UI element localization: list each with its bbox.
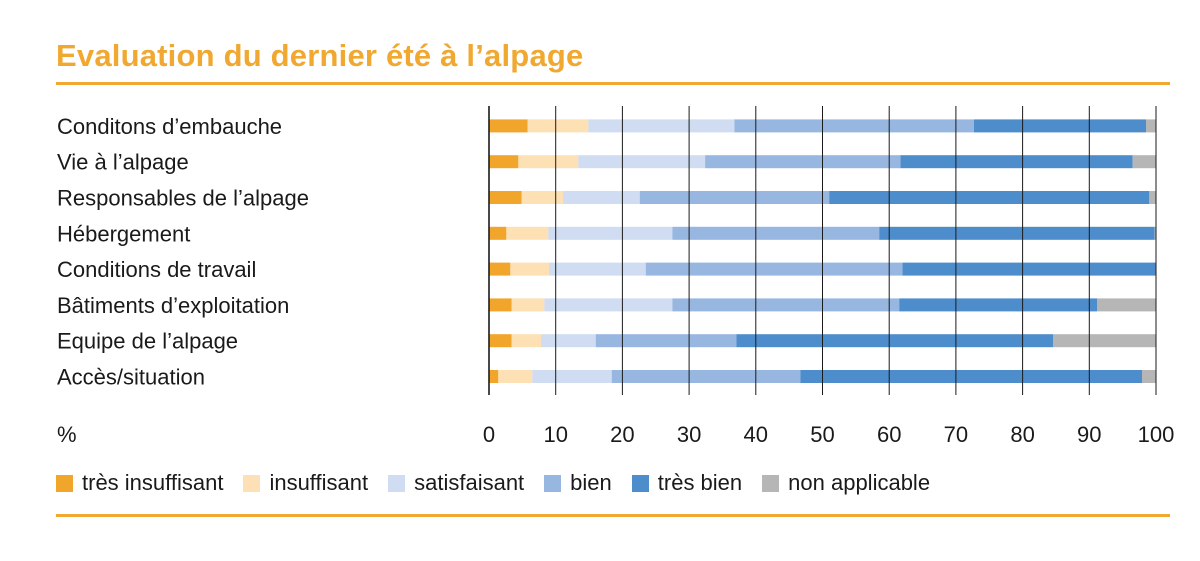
- bar-segment: [1053, 334, 1156, 348]
- legend-item: très insuffisant: [56, 470, 223, 496]
- category-label: Vie à l’alpage: [57, 150, 189, 175]
- bar-segment: [510, 262, 550, 276]
- category-label: Conditons d’embauche: [57, 114, 282, 139]
- bar-segment: [544, 298, 673, 312]
- legend-item: très bien: [631, 470, 743, 496]
- bar-segment: [532, 370, 612, 383]
- legend: très insuffisant insuffisant satisfaisant b…: [56, 470, 950, 496]
- legend-swatch: [631, 474, 649, 492]
- legend-swatch: [762, 474, 780, 492]
- bars: [489, 119, 1156, 383]
- gridlines: [488, 106, 1157, 395]
- bottom-rule: [56, 514, 1170, 517]
- bar-segment: [1132, 155, 1156, 169]
- x-axis: 0 10 20 30 40 50 60 70 80 90 100%: [57, 422, 1174, 447]
- bar-segment: [489, 226, 507, 240]
- bar-segment: [611, 370, 801, 383]
- bar-segment: [527, 119, 589, 133]
- x-tick-label: 100: [1138, 422, 1175, 447]
- bar-segment: [498, 370, 533, 383]
- category-label: Responsables de l’alpage: [57, 186, 309, 211]
- x-tick-label: 10: [543, 422, 567, 447]
- category-label: Hébergement: [57, 221, 190, 246]
- bar-segment: [518, 155, 579, 169]
- bar-segment: [672, 298, 900, 312]
- bar-segment: [563, 191, 640, 204]
- bar-segment: [1145, 119, 1156, 133]
- bar-segment: [879, 226, 1155, 240]
- bar-segment: [1154, 226, 1156, 240]
- legend-label: bien: [570, 470, 612, 495]
- bar-segment: [734, 119, 974, 133]
- x-tick-label: 90: [1077, 422, 1101, 447]
- bar-segment: [541, 334, 596, 348]
- bar-segment: [902, 262, 1156, 276]
- category-label: Bâtiments d’exploitation: [57, 293, 289, 318]
- legend-label: très insuffisant: [82, 470, 224, 495]
- legend-label: très bien: [657, 470, 743, 495]
- legend-item: insuffisant: [243, 470, 368, 496]
- legend-swatch: [56, 474, 73, 492]
- unit-label: %: [57, 422, 77, 447]
- category-label: Conditions de travail: [57, 257, 256, 282]
- bar-segment: [489, 262, 511, 276]
- bar-segment: [899, 298, 1098, 312]
- bar-segment: [1141, 370, 1156, 383]
- category-label: Accès/situation: [57, 365, 205, 390]
- bar-segment: [1097, 298, 1156, 312]
- bar-segment: [736, 334, 1054, 348]
- bar-segment: [489, 155, 519, 169]
- legend-item: satisfaisant: [388, 470, 524, 496]
- x-tick-label: 70: [944, 422, 968, 447]
- bar-segment: [521, 191, 564, 204]
- bar-segment: [511, 298, 545, 312]
- x-tick-label: 0: [483, 422, 495, 447]
- bar-segment: [588, 119, 735, 133]
- legend-label: non applicable: [788, 470, 931, 495]
- legend-label: insuffisant: [269, 470, 369, 495]
- x-tick-label: 80: [1010, 422, 1034, 447]
- category-labels: Conditons d’embauche Vie à l’alpage Respon…: [57, 114, 309, 390]
- bar-segment: [489, 298, 512, 312]
- bar-segment: [511, 334, 542, 348]
- bar-segment: [639, 191, 830, 204]
- x-tick-label: 50: [810, 422, 834, 447]
- legend-label: satisfaisant: [414, 470, 525, 495]
- bar-segment: [1149, 191, 1156, 204]
- legend-item: non applicable: [762, 470, 930, 496]
- bar-segment: [489, 334, 512, 348]
- legend-item: bien: [544, 470, 612, 496]
- title-rule: [56, 82, 1170, 85]
- legend-swatch: [388, 474, 406, 492]
- bar-segment: [595, 334, 737, 348]
- bar-segment: [548, 226, 673, 240]
- x-tick-label: 30: [677, 422, 701, 447]
- legend-swatch: [243, 474, 261, 492]
- chart-title: Evaluation du dernier été à l’alpage: [56, 38, 584, 73]
- bar-segment: [549, 262, 646, 276]
- bar-segment: [489, 370, 499, 383]
- bar-segment: [506, 226, 549, 240]
- bar-segment: [578, 155, 706, 169]
- bar-segment: [672, 226, 880, 240]
- bar-segment: [973, 119, 1146, 133]
- legend-swatch: [544, 474, 562, 492]
- x-tick-label: 20: [610, 422, 634, 447]
- bar-segment: [645, 262, 903, 276]
- bar-segment: [800, 370, 1142, 383]
- x-tick-label: 40: [744, 422, 768, 447]
- category-label: Equipe de l’alpage: [57, 329, 238, 354]
- bar-segment: [489, 191, 522, 204]
- bar-segment: [900, 155, 1133, 169]
- bar-segment: [705, 155, 901, 169]
- bar-segment: [829, 191, 1150, 204]
- bar-segment: [489, 119, 528, 133]
- x-tick-label: 60: [877, 422, 901, 447]
